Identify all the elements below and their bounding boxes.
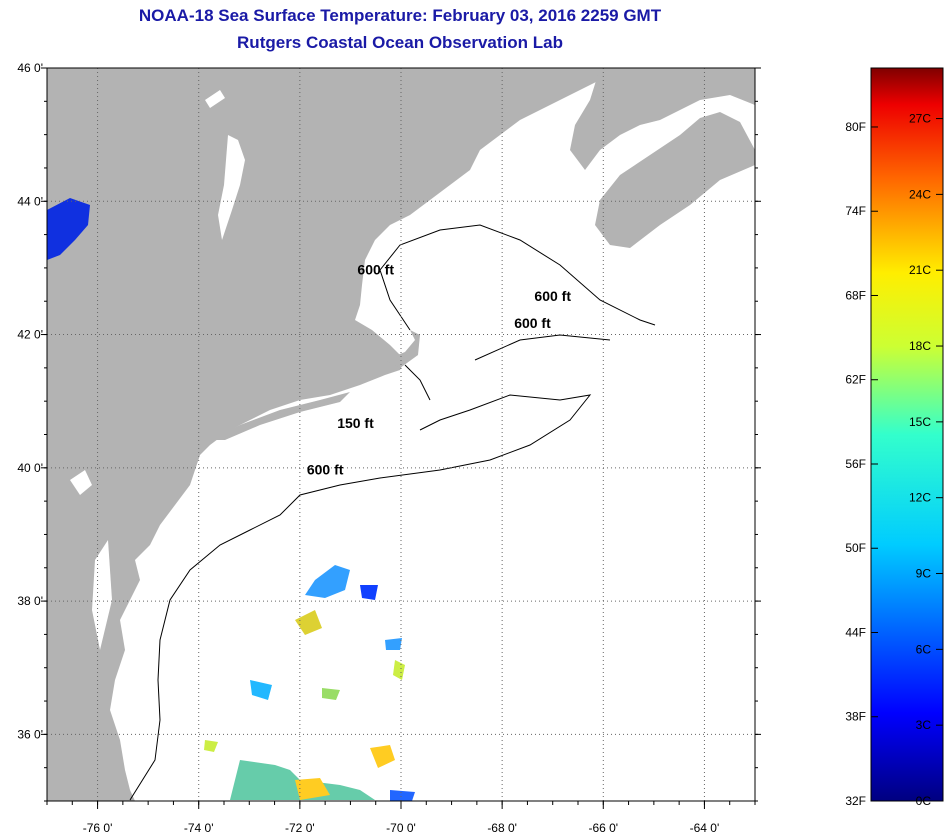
lon-label: -68 0': [487, 821, 517, 835]
colorbar-c-label: 24C: [909, 187, 931, 201]
longitude-labels: -76 0' -74 0' -72 0' -70 0' -68 0' -66 0' -64 …: [83, 821, 720, 835]
map-title: NOAA-18 Sea Surface Temperature: Februar…: [138, 6, 662, 25]
lat-label: 46 0': [17, 61, 43, 75]
colorbar-c-label: 9C: [916, 567, 932, 581]
land-nova-scotia: [595, 112, 755, 248]
colorbar-celsius-labels: 0C 3C 6C 9C 12C 15C 18C 21C 24C 27C: [909, 112, 943, 808]
lon-label: -76 0': [83, 821, 113, 835]
land-us-coast: [47, 68, 600, 801]
sst-lake-ontario: [47, 198, 90, 260]
colorbar-c-label: 21C: [909, 263, 931, 277]
depth-label: 600 ft: [514, 315, 551, 331]
colorbar-fahrenheit-labels: 32F 38F 44F 50F 56F 62F 68F 74F 80F: [845, 120, 878, 808]
colorbar-f-label: 56F: [845, 457, 866, 471]
map-frame: [46, 67, 756, 802]
colorbar-c-label: 12C: [909, 491, 931, 505]
sst-patches: [204, 565, 415, 801]
latitude-labels: 46 0' 44 0' 42 0' 40 0' 38 0' 36 0': [17, 61, 43, 741]
lat-label: 44 0': [17, 194, 43, 208]
lon-label: -72 0': [285, 821, 315, 835]
colorbar-f-label: 32F: [845, 794, 866, 808]
depth-label: 600 ft: [534, 288, 571, 304]
colorbar-c-label: 18C: [909, 339, 931, 353]
colorbar-c-label: 15C: [909, 415, 931, 429]
lat-label: 36 0': [17, 727, 43, 741]
colorbar-f-label: 62F: [845, 373, 866, 387]
lon-label: -74 0': [184, 821, 214, 835]
colorbar-f-label: 68F: [845, 288, 866, 302]
lat-label: 42 0': [17, 328, 43, 342]
depth-label: 600 ft: [307, 461, 344, 477]
depth-contours: [129, 224, 656, 801]
colorbar-c-label: 3C: [916, 718, 932, 732]
depth-label: 150 ft: [337, 415, 374, 431]
land-long-island: [205, 392, 350, 440]
colorbar-f-label: 80F: [845, 120, 866, 134]
colorbar-f-label: 44F: [845, 625, 866, 639]
lon-label: -64 0': [690, 821, 720, 835]
lat-label: 40 0': [17, 461, 43, 475]
lat-label: 38 0': [17, 594, 43, 608]
colorbar-c-label: 0C: [916, 794, 932, 808]
map-subtitle: Rutgers Coastal Ocean Observation Lab: [237, 33, 563, 52]
colorbar-c-label: 27C: [909, 112, 931, 126]
lon-label: -66 0': [588, 821, 618, 835]
depth-label: 600 ft: [357, 262, 394, 278]
colorbar-f-label: 74F: [845, 204, 866, 218]
colorbar-c-label: 6C: [916, 642, 932, 656]
land-canada: [570, 68, 755, 170]
colorbar-f-label: 50F: [845, 541, 866, 555]
land-cape-cod: [385, 330, 420, 368]
colorbar: [870, 67, 944, 802]
depth-labels: 600 ft 600 ft 600 ft 150 ft 600 ft: [307, 262, 571, 478]
inland-lakes: [70, 90, 245, 650]
colorbar-f-label: 38F: [845, 710, 866, 724]
lon-label: -70 0': [386, 821, 416, 835]
